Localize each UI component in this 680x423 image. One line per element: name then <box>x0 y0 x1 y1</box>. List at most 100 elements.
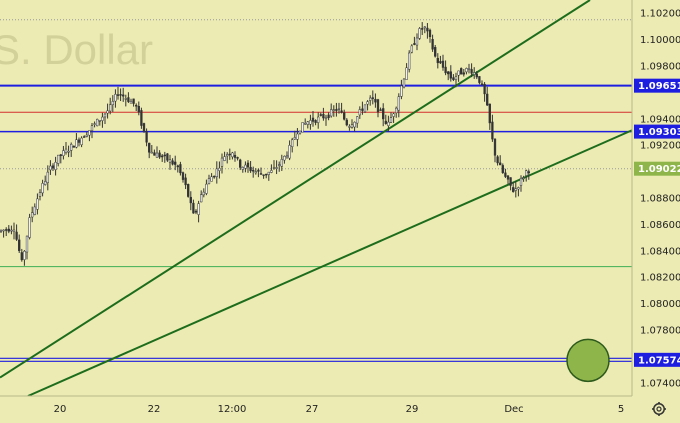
candle-body <box>327 114 330 118</box>
candle-body <box>176 165 179 168</box>
candle-body <box>366 101 369 105</box>
candle-body <box>213 175 216 178</box>
candle-body <box>33 206 36 215</box>
candle-body <box>194 210 198 213</box>
candle-body <box>293 137 296 140</box>
candle-body <box>145 131 148 143</box>
candle-body <box>77 139 81 143</box>
candle-body <box>265 173 268 176</box>
candle-body <box>467 67 471 70</box>
candle-body <box>155 152 159 158</box>
candle-body <box>254 171 257 174</box>
candle-body <box>434 47 437 57</box>
candle-body <box>215 168 218 177</box>
candle-body <box>257 169 260 172</box>
candle-body <box>493 138 497 156</box>
price-axis[interactable]: 1.10200 1.10000 1.09800 1.09400 1.09200 1.088… <box>631 0 680 396</box>
candle-body <box>44 181 47 185</box>
candle-body <box>509 177 512 186</box>
candle-body <box>111 101 114 106</box>
settings-gear-icon[interactable] <box>652 402 666 416</box>
candle-body <box>444 66 447 74</box>
y-tick-label: 1.09400 <box>640 114 680 125</box>
candle-body <box>129 101 133 104</box>
candle-body <box>272 167 276 169</box>
candle-body <box>10 229 13 232</box>
trendline-1[interactable] <box>0 0 591 379</box>
candle-body <box>478 76 481 83</box>
candle-body <box>2 229 5 232</box>
candle-body <box>205 183 208 194</box>
level-price-tag-label: 1.09303 <box>638 127 680 138</box>
candle-body <box>496 156 499 164</box>
y-tick-label: 1.08800 <box>640 194 680 205</box>
y-tick-label: 1.09800 <box>640 62 680 73</box>
time-axis[interactable]: 20 22 12:00 27 29 Dec 5 <box>0 395 680 423</box>
candle-body <box>187 184 190 197</box>
candle-body <box>25 235 29 253</box>
candle-body <box>470 69 473 74</box>
candle-body <box>158 152 161 158</box>
x-tick-label: 12:00 <box>218 404 247 415</box>
candle-body <box>38 192 42 197</box>
y-tick-label: 1.08600 <box>640 220 680 231</box>
candle-body <box>252 170 255 172</box>
candle-body <box>488 103 491 124</box>
candle-body <box>527 171 530 174</box>
candle-body <box>519 178 523 186</box>
candle-body <box>486 93 489 106</box>
candle-body <box>337 108 341 110</box>
candle-body <box>335 109 338 111</box>
trendlines[interactable] <box>0 0 635 397</box>
candle-body <box>137 105 140 113</box>
candle-body <box>314 120 317 123</box>
candle-body <box>410 45 413 53</box>
time-axis-background <box>0 396 680 423</box>
candle-body <box>192 202 195 214</box>
candle-body <box>51 165 55 169</box>
candle-body <box>189 196 192 204</box>
candle-body <box>517 187 520 190</box>
candle-body <box>447 71 450 75</box>
target-circle-marker[interactable] <box>566 338 610 383</box>
candle-body <box>499 162 502 166</box>
candle-body <box>296 133 299 140</box>
y-tick-label: 1.08200 <box>640 273 680 284</box>
candle-body <box>483 83 486 95</box>
candle-body <box>150 151 153 154</box>
candle-body <box>418 28 421 39</box>
candle-body <box>288 145 291 159</box>
candle-body <box>457 70 460 76</box>
candle-body <box>460 68 463 75</box>
candle-body <box>184 177 187 186</box>
candle-body <box>283 155 286 161</box>
candle-body <box>345 119 348 126</box>
candle-body <box>267 171 270 175</box>
candle-body <box>163 154 166 157</box>
candle-body <box>166 153 169 161</box>
candle-body <box>285 155 289 158</box>
candle-body <box>41 183 44 194</box>
candle-body <box>301 122 304 133</box>
candle-body <box>210 176 213 182</box>
candle-body <box>343 112 346 120</box>
candle-body <box>369 97 372 101</box>
candle-body <box>501 165 504 173</box>
chart-overlays <box>566 338 610 383</box>
trendline-2[interactable] <box>27 128 635 397</box>
candle-body <box>382 108 385 120</box>
candle-body <box>291 139 294 147</box>
watermark-text: S. Dollar <box>0 26 153 73</box>
candle-body <box>330 109 333 117</box>
candle-body <box>122 94 125 97</box>
candle-body <box>85 134 88 137</box>
candle-body <box>239 159 242 168</box>
x-tick-label: 29 <box>406 404 419 415</box>
candle-body <box>408 52 411 70</box>
x-tick-label: 20 <box>54 404 67 415</box>
candle-body <box>514 188 517 191</box>
candle-body <box>387 121 390 126</box>
candle-body <box>202 191 205 196</box>
candle-body <box>179 164 182 174</box>
